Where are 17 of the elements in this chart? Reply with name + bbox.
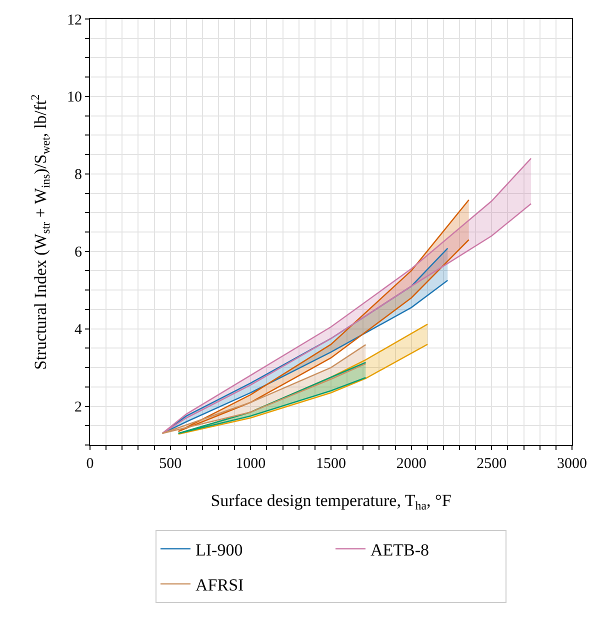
y-tick-label: 2 [74,400,82,416]
x-tick-label: 1500 [316,456,346,472]
x-axis-title: Surface design temperature, T$_{ha}$, °F [210,491,452,513]
x-tick-label: 500 [159,456,182,472]
y-tick-label: 8 [74,167,82,184]
legend-label: AETB-8 [370,540,430,560]
legend-label: AFRSI [196,575,244,594]
x-tick-label: 0 [86,456,94,472]
y-tick-label: 10 [67,90,82,106]
y-tick-label: 12 [67,12,82,28]
y-tick-label: 6 [74,244,82,261]
x-tick-label: 2000 [396,456,426,472]
x-tick-label: 1000 [236,456,266,472]
legend-label: LI-900 [196,540,243,560]
x-tick-label: 3000 [557,456,587,472]
x-tick-label: 2500 [476,456,507,472]
y-tick-label: 4 [74,322,82,338]
